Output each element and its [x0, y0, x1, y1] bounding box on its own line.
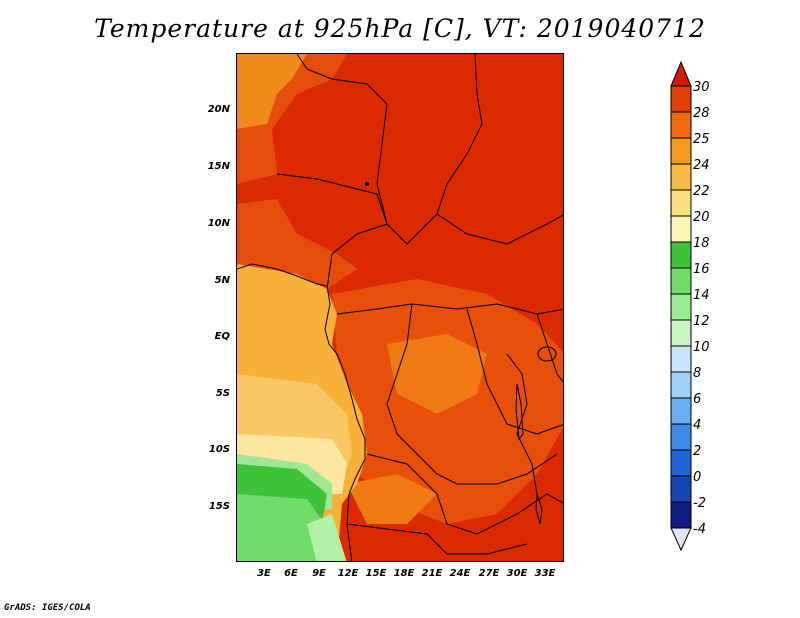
colorbar-segment: [670, 371, 692, 399]
colorbar-segment: [670, 345, 692, 373]
lon-label: 12E: [337, 568, 359, 579]
lat-label: 5S: [215, 388, 230, 399]
colorbar-segment: [670, 293, 692, 321]
field-25-a: [237, 54, 307, 129]
temperature-map: [236, 53, 564, 562]
colorbar-segment: [670, 397, 692, 425]
lat-label: EQ: [214, 331, 230, 342]
colorbar: [670, 60, 692, 552]
lon-label: 18E: [393, 568, 415, 579]
lon-label: 21E: [421, 568, 443, 579]
colorbar-label: 2: [693, 444, 702, 459]
colorbar-segment: [670, 85, 692, 113]
colorbar-segment: [670, 137, 692, 165]
colorbar-segment: [670, 215, 692, 243]
colorbar-segment: [670, 423, 692, 451]
colorbar-label: 14: [693, 288, 710, 303]
lon-label: 6E: [284, 568, 298, 579]
lake-chad: [365, 182, 369, 186]
border-8: [346, 523, 528, 555]
lon-label: 15E: [365, 568, 387, 579]
lat-label: 10S: [208, 444, 230, 455]
colorbar-label: 0: [693, 470, 702, 485]
lake-malawi: [535, 493, 543, 525]
colorbar-label: 10: [693, 340, 710, 355]
lon-label: 9E: [312, 568, 326, 579]
colorbar-segment: [670, 267, 692, 295]
border-2: [276, 173, 388, 290]
border-4: [436, 213, 563, 245]
colorbar-segment: [670, 189, 692, 217]
chart-title: Temperature at 925hPa [C], VT: 201904071…: [94, 14, 706, 43]
colorbar-label: 4: [693, 418, 702, 433]
field-14-ocean: [237, 494, 325, 561]
colorbar-label: 18: [693, 236, 710, 251]
colorbar-label: 30: [693, 80, 710, 95]
lake-victoria: [537, 346, 557, 362]
coastline: [237, 263, 366, 561]
grads-credit: GrADS: IGES/COLA: [4, 603, 91, 613]
colorbar-label: 28: [693, 106, 710, 121]
colorbar-arrow-top: [670, 60, 692, 87]
colorbar-label: 8: [693, 366, 702, 381]
lat-label: 15N: [207, 161, 230, 172]
lon-label: 27E: [478, 568, 500, 579]
lon-label: 24E: [449, 568, 471, 579]
border-10: [536, 313, 563, 383]
colorbar-segment: [670, 163, 692, 191]
colorbar-label: 12: [693, 314, 710, 329]
colorbar-label: 16: [693, 262, 710, 277]
colorbar-segment: [670, 319, 692, 347]
colorbar-label: 22: [693, 184, 710, 199]
lake-tanganyika: [515, 383, 524, 441]
colorbar-segment: [670, 449, 692, 477]
colorbar-label: -4: [693, 522, 706, 537]
border-6: [466, 308, 563, 435]
lat-label: 10N: [207, 218, 230, 229]
lat-label: 15S: [208, 501, 230, 512]
colorbar-segment: [670, 241, 692, 269]
lat-label: 20N: [207, 104, 230, 115]
field-25-c: [347, 474, 437, 524]
colorbar-label: 25: [693, 132, 710, 147]
lat-label: 5N: [214, 275, 230, 286]
colorbar-segment: [670, 501, 692, 529]
lon-label: 3E: [257, 568, 271, 579]
colorbar-segment: [670, 111, 692, 139]
lon-label: 30E: [506, 568, 528, 579]
colorbar-label: 24: [693, 158, 710, 173]
border-7: [366, 453, 563, 535]
colorbar-label: 6: [693, 392, 702, 407]
colorbar-label: 20: [693, 210, 710, 225]
colorbar-label: -2: [693, 496, 706, 511]
colorbar-arrow-bottom: [670, 527, 692, 552]
field-25-b: [387, 334, 487, 414]
lon-label: 33E: [534, 568, 556, 579]
border-5: [386, 303, 558, 485]
colorbar-segment: [670, 475, 692, 503]
field-12-coast: [307, 514, 347, 561]
